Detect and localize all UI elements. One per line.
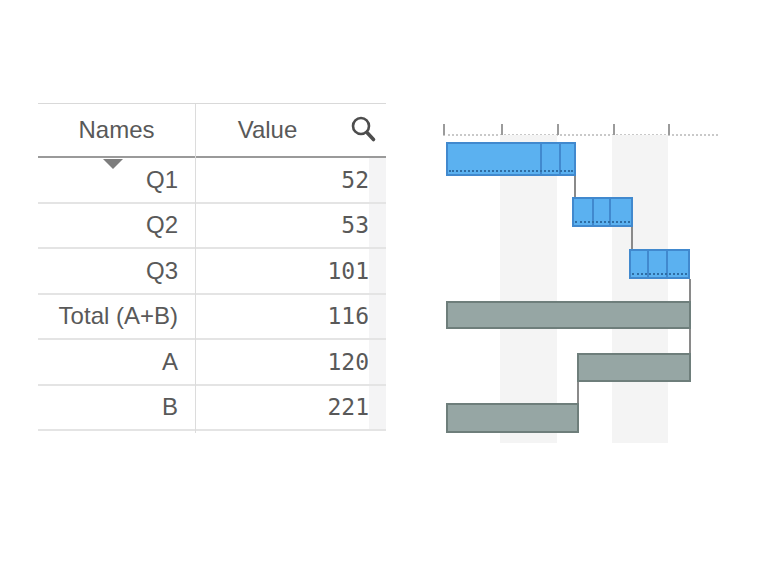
table-row[interactable]: Q3101 [38, 249, 386, 295]
connector-line [689, 279, 691, 301]
axis-tick [668, 124, 670, 135]
column-header-value-label: Value [195, 116, 340, 144]
axis-tick [443, 124, 445, 135]
grid-band [612, 135, 668, 443]
cell-name: B [38, 386, 195, 430]
sort-descending-icon [103, 159, 123, 169]
cell-value: 101 [195, 249, 386, 293]
table-row[interactable]: Total (A+B)116 [38, 295, 386, 341]
column-header-value[interactable]: Value [195, 104, 386, 156]
waterfall-bar-q3[interactable] [629, 249, 690, 279]
waterfall-bar-b[interactable] [446, 403, 579, 433]
column-header-names-label: Names [78, 116, 154, 144]
connector-line [689, 329, 691, 353]
table-row[interactable]: Q152 [38, 158, 386, 204]
cell-name: Q3 [38, 249, 195, 293]
cell-name: A [38, 340, 195, 384]
connector-line [631, 227, 633, 249]
connector-line [574, 176, 576, 197]
bar-dotted-bottom [449, 170, 573, 172]
cell-value: 52 [195, 158, 386, 202]
cell-value: 221 [195, 386, 386, 430]
search-icon-glyph [349, 115, 377, 145]
table-body: Q152Q253Q3101Total (A+B)116A120B221 [38, 158, 386, 431]
table-row[interactable]: Q253 [38, 204, 386, 250]
screenshot-canvas: Names Value Q152Q253Q3101Total (A+B)116A… [0, 0, 758, 564]
chart-axis-dotted-line [443, 134, 718, 136]
axis-tick [557, 124, 559, 135]
cell-name: Total (A+B) [38, 295, 195, 339]
bar-dotted-bottom [632, 273, 687, 275]
table-row[interactable]: A120 [38, 340, 386, 386]
axis-tick [501, 124, 503, 135]
table-row[interactable]: B221 [38, 386, 386, 432]
waterfall-bar-q1[interactable] [446, 142, 576, 176]
cell-value: 116 [195, 295, 386, 339]
column-divider [195, 104, 196, 433]
search-icon[interactable] [340, 104, 386, 156]
cell-value: 120 [195, 340, 386, 384]
axis-tick [613, 124, 615, 135]
data-table: Names Value Q152Q253Q3101Total (A+B)116A… [38, 103, 386, 433]
connector-line [577, 382, 579, 403]
waterfall-chart [443, 124, 718, 443]
column-header-names[interactable]: Names [38, 104, 195, 156]
waterfall-bar-total-a-b-[interactable] [446, 301, 691, 329]
cell-name: Q2 [38, 204, 195, 248]
bar-dotted-bottom [575, 221, 630, 223]
waterfall-bar-q2[interactable] [572, 197, 633, 227]
cell-value: 53 [195, 204, 386, 248]
table-header: Names Value [38, 104, 386, 158]
grid-band [500, 135, 557, 443]
waterfall-bar-a[interactable] [577, 353, 691, 382]
